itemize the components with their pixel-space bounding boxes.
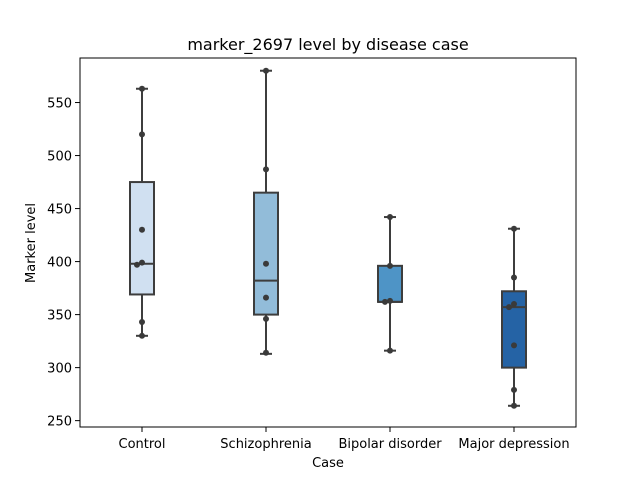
data-point (511, 386, 517, 393)
data-point (387, 262, 393, 269)
plot-area (129, 67, 527, 409)
data-point (263, 315, 269, 322)
y-tick-label: 300 (47, 362, 72, 377)
y-tick-label: 400 (47, 256, 72, 271)
y-tick-label: 550 (47, 97, 72, 112)
data-point (263, 166, 269, 173)
y-tick-label: 500 (47, 150, 72, 165)
box-iqr (253, 191, 279, 316)
data-point (139, 85, 145, 92)
x-tick-label: Bipolar disorder (338, 437, 442, 452)
data-point (134, 261, 140, 268)
data-point (382, 298, 388, 305)
data-point (387, 347, 393, 354)
x-axis: Control Schizophrenia Bipolar disorder Majo… (119, 427, 570, 452)
box-group (129, 87, 155, 337)
box-group (253, 69, 279, 355)
plot-frame (79, 57, 577, 428)
box-group (377, 216, 403, 352)
data-point (263, 260, 269, 267)
x-tick-label: Major depression (458, 437, 569, 452)
box-iqr (129, 181, 155, 296)
box-iqr (377, 264, 403, 303)
y-tick-label: 350 (47, 309, 72, 324)
data-point (511, 342, 517, 349)
data-point (263, 67, 269, 74)
data-point (387, 214, 393, 221)
y-axis-label: Marker level (24, 203, 39, 283)
y-tick-label: 250 (47, 415, 72, 430)
data-point (511, 225, 517, 232)
data-point (511, 274, 517, 281)
data-point (511, 301, 517, 307)
data-point (139, 332, 145, 339)
data-point (387, 297, 393, 304)
data-point (263, 349, 269, 356)
data-point (139, 226, 145, 233)
y-tick-label: 450 (47, 203, 72, 218)
x-axis-label: Case (312, 456, 344, 471)
data-point (506, 304, 512, 311)
x-tick-label: Control (119, 437, 166, 452)
data-point (263, 294, 269, 301)
data-point (139, 259, 145, 266)
x-tick-label: Schizophrenia (220, 437, 311, 452)
data-point (139, 319, 145, 326)
data-point (139, 131, 145, 138)
y-axis: 250 300 350 400 450 500 550 (47, 97, 80, 430)
data-point (511, 402, 517, 409)
chart-title: marker_2697 level by disease case (187, 35, 468, 55)
